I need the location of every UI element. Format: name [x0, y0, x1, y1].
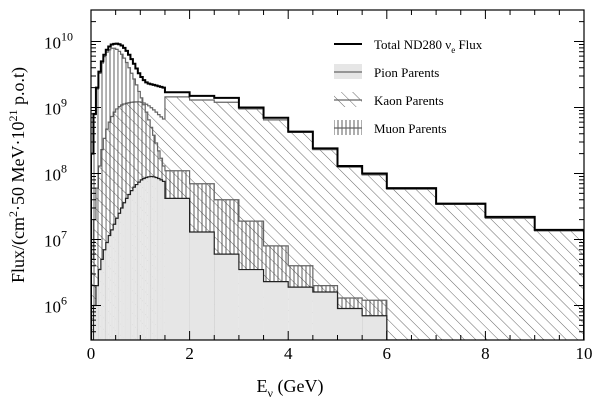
bin-muon-parents — [103, 56, 106, 340]
bin-pion-parents — [110, 229, 114, 340]
bin-pion-parents — [164, 198, 190, 340]
bin-muon-parents — [108, 49, 111, 340]
bin-muon-parents — [91, 153, 94, 340]
bin-muon-parents — [98, 73, 101, 340]
bin-kaon-parents — [534, 230, 584, 340]
y-tick-label: 107 — [44, 227, 67, 250]
bin-pion-parents — [238, 269, 264, 340]
bin-muon-parents — [110, 48, 114, 340]
bin-pion-parents — [142, 178, 146, 340]
y-tick-label: 106 — [44, 293, 67, 316]
series-total-nd280-e-flux — [91, 42, 584, 340]
bin-pion-parents — [214, 254, 239, 340]
bin-muon-parents — [113, 48, 116, 340]
bin-pion-parents — [189, 231, 215, 340]
legend-item-kaon-parents: Kaon Parents — [334, 92, 444, 108]
bin-pion-parents — [118, 213, 121, 340]
x-axis-title: Eν (GeV) — [257, 376, 324, 400]
legend-label: Pion Parents — [374, 65, 439, 80]
bin-pion-parents — [120, 208, 124, 340]
bin-pion-parents — [135, 184, 138, 340]
bin-kaon-parents — [436, 204, 486, 340]
bin-muon-parents — [120, 54, 124, 340]
bin-muon-parents — [123, 58, 126, 340]
bin-pion-parents — [288, 287, 313, 340]
bin-pion-parents — [152, 176, 156, 340]
legend-item-muon-parents: Muon Parents — [334, 120, 447, 136]
bin-pion-parents — [98, 269, 101, 340]
bin-pion-parents — [103, 249, 106, 340]
bin-pion-parents — [123, 202, 126, 340]
x-tick-label: 0 — [87, 344, 96, 363]
bin-pion-parents — [263, 281, 289, 340]
legend-item-total-nd280-e-flux: Total ND280 νe Flux — [334, 37, 483, 55]
bin-pion-parents — [337, 308, 363, 340]
bin-muon-parents — [115, 49, 119, 340]
bin-pion-parents — [155, 177, 158, 340]
x-tick-label: 4 — [284, 344, 293, 363]
bin-muon-parents — [100, 63, 104, 340]
bin-pion-parents — [115, 218, 119, 340]
outline-total-nd280-e-flux — [91, 42, 584, 340]
bin-pion-parents — [160, 179, 163, 340]
bin-kaon-parents — [386, 189, 437, 340]
bin-muon-parents — [95, 89, 99, 340]
y-tick-label: 1010 — [44, 29, 73, 52]
bin-pion-parents — [105, 242, 109, 340]
bin-pion-parents — [130, 190, 133, 340]
x-tick-label: 2 — [185, 344, 194, 363]
bin-muon-parents — [105, 52, 109, 340]
bin-muon-parents — [118, 51, 121, 340]
x-tick-label: 8 — [481, 344, 490, 363]
bin-pion-parents — [132, 187, 136, 340]
bin-pion-parents — [150, 176, 153, 340]
bin-pion-parents — [127, 194, 131, 340]
outline-pion-parents — [91, 175, 388, 340]
x-tick-label: 10 — [576, 344, 593, 363]
legend-label: Kaon Parents — [374, 93, 444, 108]
bin-muon-parents — [93, 114, 96, 340]
bin-pion-parents — [362, 315, 387, 340]
x-tick-label: 6 — [383, 344, 392, 363]
bin-pion-parents — [93, 305, 96, 340]
y-tick-label: 108 — [44, 161, 67, 184]
bin-pion-parents — [162, 181, 165, 340]
bin-pion-parents — [125, 198, 128, 340]
bin-kaon-parents — [485, 218, 535, 340]
bin-pion-parents — [137, 182, 141, 340]
legend-label: Total ND280 νe Flux — [374, 37, 483, 55]
bin-pion-parents — [113, 224, 116, 340]
bin-pion-parents — [312, 292, 338, 340]
bin-pion-parents — [100, 259, 104, 340]
legend-item-pion-parents: Pion Parents — [334, 64, 439, 80]
legend-label: Muon Parents — [374, 121, 447, 136]
bin-pion-parents — [95, 285, 99, 340]
bin-pion-parents — [140, 179, 143, 340]
y-tick-label: 109 — [44, 95, 67, 118]
bin-pion-parents — [108, 235, 111, 340]
series-pion-parents — [91, 175, 388, 340]
bin-pion-parents — [145, 177, 148, 340]
bin-pion-parents — [157, 178, 161, 340]
y-axis-title: Flux/(cm2·50 MeV·1021 p.o.t) — [6, 67, 29, 283]
bin-pion-parents — [147, 176, 151, 340]
